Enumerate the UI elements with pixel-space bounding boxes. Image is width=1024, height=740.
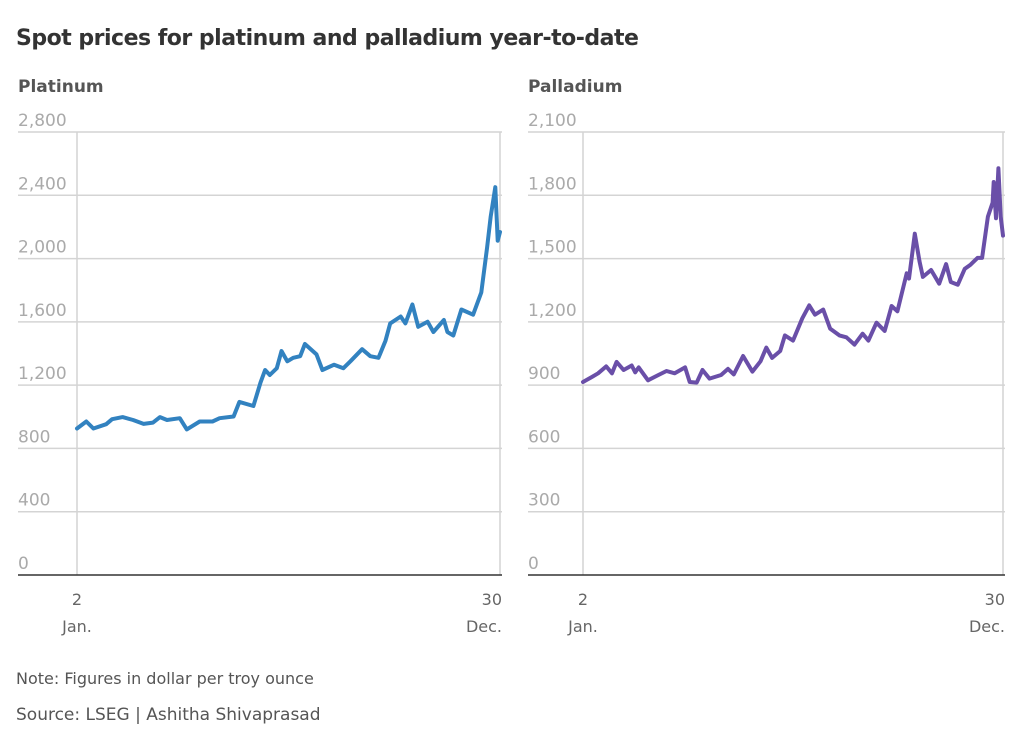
x-tick-month: Dec. xyxy=(466,617,502,636)
y-tick-label: 2,100 xyxy=(528,111,577,131)
panel-title: Platinum xyxy=(18,77,104,97)
series-line-platinum xyxy=(75,185,502,432)
x-tick-month: Dec. xyxy=(969,617,1005,636)
y-tick-label: 400 xyxy=(18,491,50,511)
y-tick-label: 2,400 xyxy=(18,174,67,194)
panel-title: Palladium xyxy=(528,77,622,97)
x-tick-month: Jan. xyxy=(61,617,92,636)
y-tick-label: 600 xyxy=(528,427,560,447)
y-tick-label: 2,000 xyxy=(18,238,67,258)
y-tick-label: 1,200 xyxy=(528,301,577,321)
x-tick-day: 30 xyxy=(985,590,1005,609)
y-tick-label: 300 xyxy=(528,491,560,511)
y-tick-label: 1,800 xyxy=(528,174,577,194)
y-tick-label: 1,500 xyxy=(528,238,577,258)
y-tick-label: 800 xyxy=(18,427,50,447)
series-line-palladium xyxy=(581,166,1005,385)
note: Note: Figures in dollar per troy ounce xyxy=(16,669,314,688)
x-tick-day: 2 xyxy=(72,590,82,609)
y-tick-label: 900 xyxy=(528,364,560,384)
panel-platinum: Platinum 0 400 800 1,200 1,600 2,000 2,400 2,800… xyxy=(18,77,502,636)
chart-title: Spot prices for platinum and palladium y… xyxy=(16,26,638,51)
x-tick-day: 2 xyxy=(578,590,588,609)
y-tick-label: 1,600 xyxy=(18,301,67,321)
x-tick-day: 30 xyxy=(482,590,502,609)
source: Source: LSEG | Ashitha Shivaprasad xyxy=(16,705,321,725)
y-tick-label: 2,800 xyxy=(18,111,67,131)
y-tick-label: 1,200 xyxy=(18,364,67,384)
y-tick-label: 0 xyxy=(528,554,539,574)
x-tick-month: Jan. xyxy=(567,617,598,636)
y-tick-label: 0 xyxy=(18,554,29,574)
panel-palladium: Palladium 0 300 600 900 1,200 1,500 1,800 2,100 2… xyxy=(528,77,1005,636)
